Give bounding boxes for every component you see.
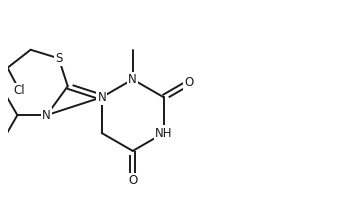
Text: S: S (55, 52, 62, 65)
Text: O: O (184, 76, 194, 89)
Text: Cl: Cl (14, 84, 25, 97)
Text: O: O (128, 174, 137, 187)
Text: N: N (128, 73, 137, 86)
Text: NH: NH (155, 127, 173, 140)
Text: N: N (97, 91, 106, 104)
Text: N: N (42, 109, 51, 122)
